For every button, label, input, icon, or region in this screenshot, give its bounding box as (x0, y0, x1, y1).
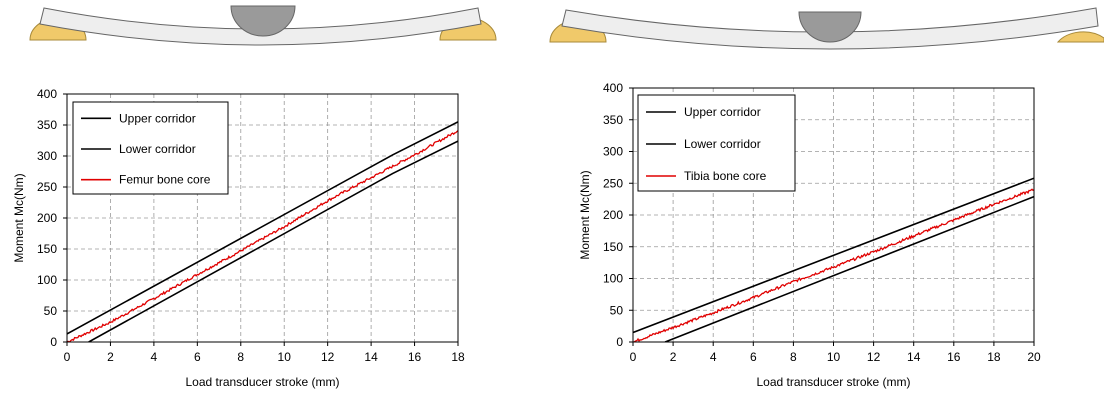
y-axis-label: Moment Mc(Nm) (578, 170, 592, 259)
x-axis-label: Load transducer stroke (mm) (756, 375, 910, 389)
series-line-femur-bone-core (67, 130, 458, 342)
x-tick-label: 16 (408, 350, 422, 364)
chart-tibia: 0 2 4 6 8 10 12 14 16 18 2005010015020025030035040… (578, 81, 1041, 389)
y-tick-label: 350 (37, 118, 57, 132)
chart-femur: 0 2 4 6 8 10 12 14 16 18 0 50 100 150 200 250 300 350 400 L… (12, 87, 465, 389)
legend-label: Tibia bone core (684, 169, 767, 183)
y-tick-label: 200 (37, 211, 57, 225)
y-tick-label: 0 (50, 335, 57, 349)
x-tick-label: 0 (630, 350, 637, 364)
legend-box (637, 94, 796, 192)
x-tick-label: 14 (364, 350, 378, 364)
series-line-tibia-bone-core (633, 188, 1034, 342)
x-tick-label: 8 (790, 350, 797, 364)
beam-right (561, 7, 1099, 50)
y-tick-label: 200 (603, 208, 623, 222)
y-tick-label: 400 (37, 87, 57, 101)
y-tick-label: 250 (603, 176, 623, 190)
legend-label: Lower corridor (119, 142, 196, 156)
x-tick-label: 8 (237, 350, 244, 364)
legend-label: Lower corridor (684, 137, 761, 151)
x-tick-label: 12 (321, 350, 335, 364)
x-tick-label: 14 (907, 350, 921, 364)
series-line-upper-corridor (633, 177, 1034, 334)
x-tick-label: 6 (194, 350, 201, 364)
x-tick-label: 12 (867, 350, 881, 364)
x-tick-label: 10 (827, 350, 841, 364)
x-tick-label: 6 (750, 350, 757, 364)
x-tick-label: 4 (151, 350, 158, 364)
y-tick-label: 100 (37, 273, 57, 287)
x-tick-label: 0 (64, 350, 71, 364)
series-line-lower-corridor (88, 140, 458, 342)
legend-label: Upper corridor (119, 111, 196, 125)
impactor-right (798, 11, 862, 43)
bending-schematic-right (549, 7, 1104, 50)
y-tick-label: 100 (603, 272, 623, 286)
impactor-left (230, 5, 296, 37)
y-tick-label: 300 (37, 149, 57, 163)
y-tick-label: 300 (603, 145, 623, 159)
y-axis-label: Moment Mc(Nm) (12, 173, 26, 262)
x-tick-label: 18 (451, 350, 465, 364)
x-tick-label: 18 (987, 350, 1001, 364)
x-tick-label: 2 (670, 350, 677, 364)
x-tick-label: 20 (1027, 350, 1041, 364)
y-tick-label: 50 (610, 303, 624, 317)
x-tick-label: 4 (710, 350, 717, 364)
beam-left (39, 7, 482, 46)
y-tick-label: 400 (603, 81, 623, 95)
legend-label: Upper corridor (684, 105, 761, 119)
x-tick-label: 10 (278, 350, 292, 364)
bending-schematic-left (29, 5, 497, 46)
y-tick-label: 0 (616, 335, 623, 349)
x-tick-label: 16 (947, 350, 961, 364)
y-tick-label: 150 (37, 242, 57, 256)
y-tick-label: 350 (603, 113, 623, 127)
x-tick-label: 2 (107, 350, 114, 364)
y-tick-label: 50 (44, 304, 58, 318)
x-axis-label: Load transducer stroke (mm) (185, 375, 339, 389)
legend-box (72, 101, 229, 195)
series-line-upper-corridor (67, 121, 458, 335)
legend-label: Femur bone core (119, 173, 211, 187)
y-tick-label: 150 (603, 240, 623, 254)
series-line-lower-corridor (664, 195, 1034, 342)
y-tick-label: 250 (37, 180, 57, 194)
support-right-b (1056, 31, 1104, 43)
